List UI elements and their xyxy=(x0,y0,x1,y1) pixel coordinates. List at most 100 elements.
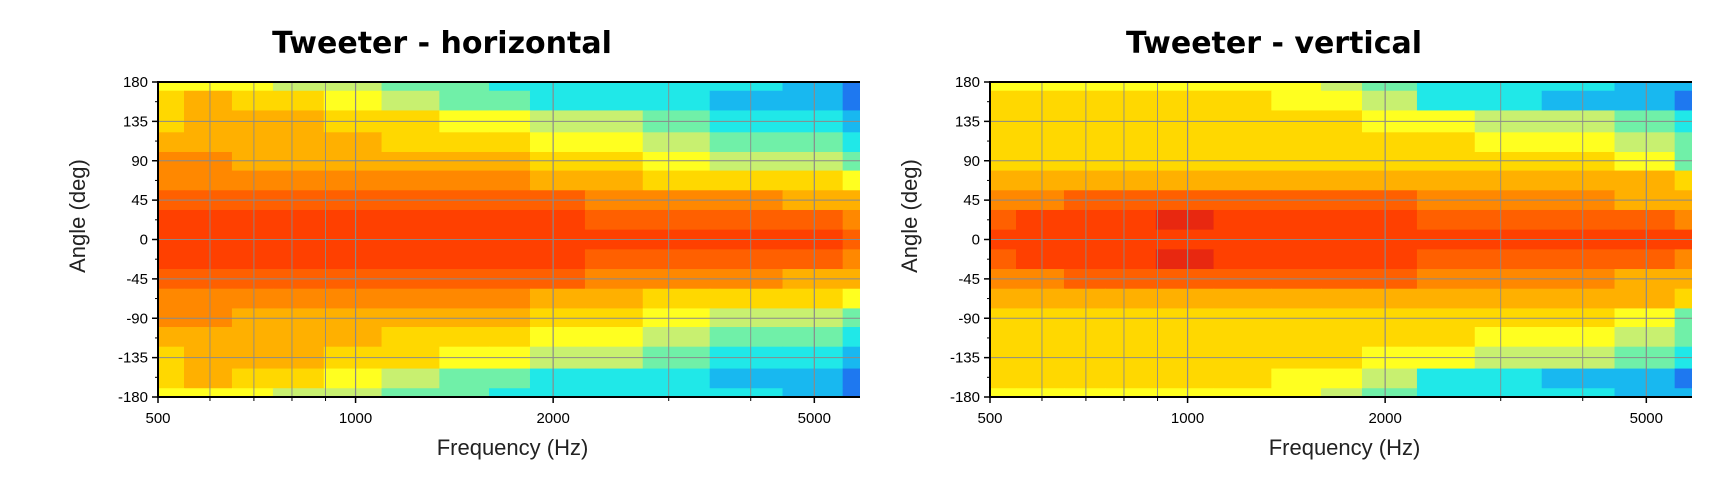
heatmap-cell xyxy=(709,132,784,153)
heatmap-cell xyxy=(1474,152,1543,172)
heatmap-cell xyxy=(842,249,860,270)
heatmap-cell xyxy=(1155,368,1215,389)
heatmap-cell xyxy=(1361,327,1418,348)
heatmap-cell xyxy=(1063,288,1106,310)
heatmap-cell xyxy=(1674,132,1692,153)
heatmap-cell xyxy=(381,327,440,348)
heatmap-cell xyxy=(1614,82,1676,92)
heatmap-cell xyxy=(642,327,711,348)
y-tick-label: 135 xyxy=(123,113,148,130)
heatmap-cell xyxy=(990,209,1017,231)
heatmap-cell xyxy=(1271,209,1322,231)
heatmap-cell xyxy=(529,90,586,112)
heatmap-cell xyxy=(1541,152,1616,172)
heatmap-cell xyxy=(323,327,383,348)
y-tick-label: -180 xyxy=(950,389,980,406)
heatmap-cell xyxy=(488,388,531,398)
heatmap-cell xyxy=(1674,388,1692,398)
heatmap-cell xyxy=(584,152,644,172)
heatmap-cell xyxy=(1213,388,1272,398)
heatmap-cell xyxy=(1541,82,1616,92)
heatmap-cell xyxy=(1063,209,1106,231)
heatmap-cell xyxy=(231,249,274,270)
heatmap-cell xyxy=(158,209,185,231)
heatmap-cell xyxy=(1155,209,1215,231)
heatmap-cell xyxy=(1320,170,1363,191)
heatmap-cell xyxy=(1015,327,1065,348)
heatmap-cell xyxy=(1320,368,1363,389)
heatmap-cell xyxy=(1104,288,1157,310)
heatmap-cell xyxy=(1361,288,1418,310)
heatmap-cell xyxy=(1674,249,1692,270)
heatmap-cell xyxy=(1104,249,1157,270)
heatmap-cell xyxy=(272,288,325,310)
heatmap-cell xyxy=(642,209,711,231)
heatmap-cell xyxy=(231,90,274,112)
heatmap-cell xyxy=(990,327,1017,348)
heatmap-cell xyxy=(1271,82,1322,92)
heatmap-cell xyxy=(1416,90,1476,112)
heatmap-cell xyxy=(158,388,185,398)
heatmap-cell xyxy=(183,170,233,191)
heatmap-cell xyxy=(1541,170,1616,191)
heatmap-cell xyxy=(158,327,185,348)
y-tick-label: -45 xyxy=(958,271,980,288)
heatmap-cell xyxy=(1063,170,1106,191)
heatmap-cell xyxy=(642,170,711,191)
heatmap-cell xyxy=(642,90,711,112)
heatmap-cell xyxy=(1063,82,1106,92)
heatmap-cell xyxy=(1271,388,1322,398)
heatmap-cell xyxy=(272,327,325,348)
heatmap-cell xyxy=(231,132,274,153)
y-tick-label: 45 xyxy=(963,192,980,209)
heatmap-cell xyxy=(439,170,490,191)
heatmap-cell xyxy=(323,388,383,398)
heatmap-cell xyxy=(183,327,233,348)
heatmap-cell xyxy=(1614,327,1676,348)
y-tick-label: 90 xyxy=(963,153,980,170)
heatmap-cell xyxy=(231,327,274,348)
heatmap-cell xyxy=(990,170,1017,191)
heatmap-cell xyxy=(323,368,383,389)
heatmap-cell xyxy=(1614,152,1676,172)
heatmap-cell xyxy=(642,132,711,153)
heatmap-cell xyxy=(642,249,711,270)
heatmap-cell xyxy=(782,209,844,231)
heatmap-cell xyxy=(272,132,325,153)
heatmap-cell xyxy=(488,327,531,348)
heatmap-cell xyxy=(584,90,644,112)
heatmap-cell xyxy=(272,152,325,172)
heatmap-cell xyxy=(1320,327,1363,348)
heatmap-cell xyxy=(323,132,383,153)
heatmap-cell xyxy=(183,388,233,398)
x-tick-label: 2000 xyxy=(536,410,569,427)
y-tick-label: 135 xyxy=(955,113,980,130)
heatmap-cell xyxy=(584,288,644,310)
heatmap-cell xyxy=(1271,170,1322,191)
heatmap-cell xyxy=(1416,82,1476,92)
heatmap-cell xyxy=(1015,82,1065,92)
heatmap-cell xyxy=(488,152,531,172)
heatmap-cell xyxy=(1541,90,1616,112)
heatmap-cell xyxy=(1541,388,1616,398)
heatmap-cell xyxy=(990,132,1017,153)
x-tick-label: 5000 xyxy=(798,410,831,427)
heatmap-cell xyxy=(1416,170,1476,191)
heatmap-cell xyxy=(782,327,844,348)
heatmap-cell xyxy=(1155,327,1215,348)
heatmap-cell xyxy=(1213,209,1272,231)
heatmap-cell xyxy=(323,152,383,172)
heatmap-cell xyxy=(1614,388,1676,398)
heatmap-cell xyxy=(381,368,440,389)
heatmap-cell xyxy=(231,152,274,172)
heatmap-cell xyxy=(323,288,383,310)
heatmap-cell xyxy=(158,288,185,310)
heatmap-cell xyxy=(1104,368,1157,389)
heatmap-cell xyxy=(272,82,325,92)
heatmap-cell xyxy=(272,368,325,389)
heatmap-cell xyxy=(439,152,490,172)
heatmap-cell xyxy=(183,368,233,389)
heatmap-cell xyxy=(183,152,233,172)
x-ticks: 500 1000 2000 5000 xyxy=(977,397,1663,427)
heatmap-cell xyxy=(529,368,586,389)
